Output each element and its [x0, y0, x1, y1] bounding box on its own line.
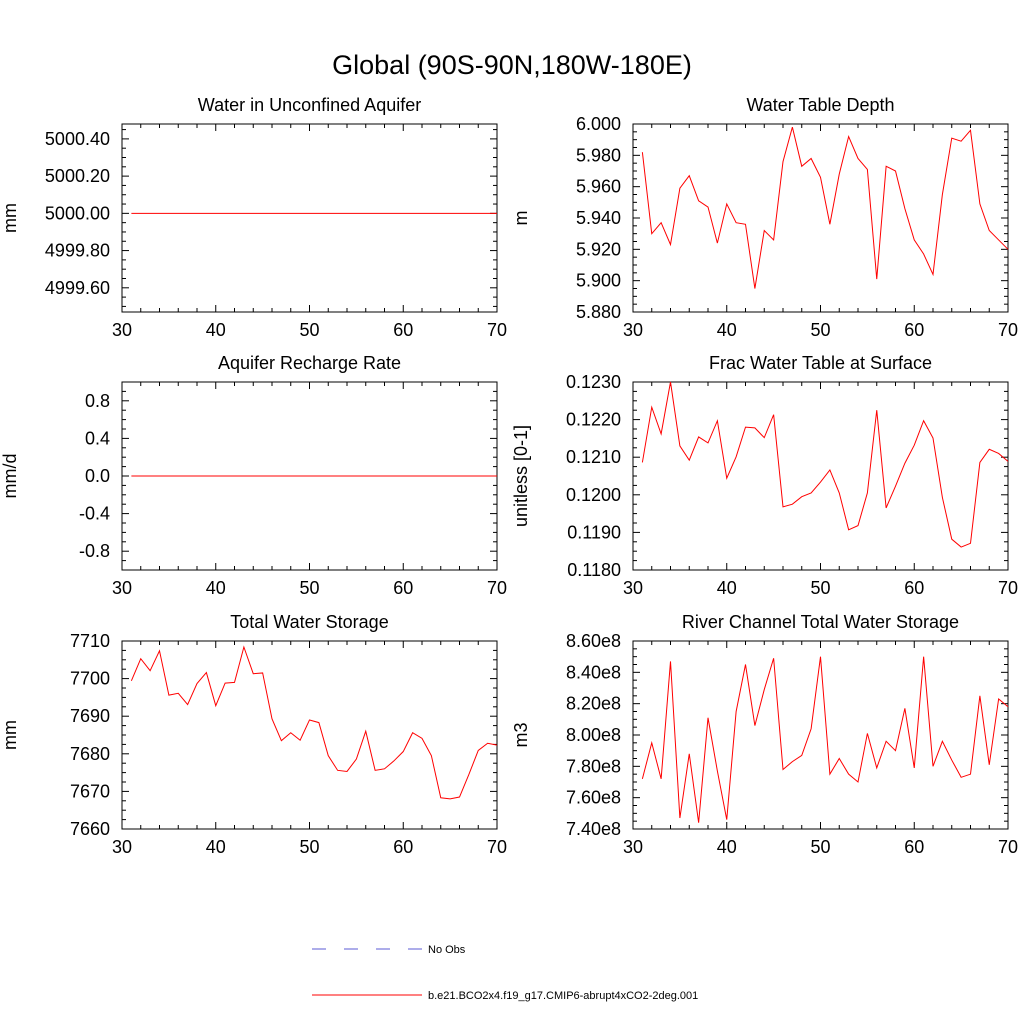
x-tick-label: 60 — [904, 578, 924, 598]
legend: No Obs b.e21.BCO2x4.f19_g17.CMIP6-abrupt… — [312, 944, 698, 1002]
y-tick-label: 5.960 — [576, 177, 621, 197]
x-tick-label: 60 — [393, 320, 413, 340]
plot-frame — [632, 640, 1009, 830]
panel-2: Water Table Depth m 30 40 50 60 70 5.880 5.900 5.… — [511, 95, 1018, 340]
x-tick-label: 50 — [299, 578, 319, 598]
x-tick-label: 40 — [717, 837, 737, 857]
x-tick-label: 60 — [393, 837, 413, 857]
panel-title: River Channel Total Water Storage — [682, 612, 959, 632]
y-axis-label: mm — [0, 203, 20, 233]
panel-title: Water Table Depth — [746, 95, 894, 115]
x-tick-label: 40 — [717, 320, 737, 340]
y-tick-label: 7690 — [70, 706, 110, 726]
y-tick-label: 5.940 — [576, 208, 621, 228]
x-tick-label: 30 — [112, 837, 132, 857]
x-tick-label: 60 — [393, 578, 413, 598]
panel-title: Aquifer Recharge Rate — [218, 353, 401, 373]
y-tick-label: 8.00e8 — [566, 725, 621, 745]
x-tick-label: 60 — [904, 837, 924, 857]
y-tick-label: 8.40e8 — [566, 662, 621, 682]
y-tick-label: 0.0 — [85, 466, 110, 486]
y-tick-label: 5000.40 — [45, 129, 110, 149]
y-tick-label: 0.1230 — [566, 372, 621, 392]
y-tick-label: 5.900 — [576, 271, 621, 291]
x-tick-label: 50 — [810, 578, 830, 598]
plot-frame — [121, 123, 498, 313]
y-tick-label: 0.1180 — [567, 560, 621, 580]
x-tick-label: 40 — [717, 578, 737, 598]
x-tick-label: 70 — [487, 320, 507, 340]
x-tick-label: 50 — [810, 320, 830, 340]
x-tick-label: 50 — [299, 320, 319, 340]
plot-frame — [632, 381, 1009, 571]
y-tick-label: 7680 — [70, 744, 110, 764]
y-tick-label: 7660 — [70, 819, 110, 839]
y-tick-label: 5.880 — [576, 302, 621, 322]
chart-panels: Water in Unconfined Aquifer mm 30 40 50 60 70 4… — [0, 95, 1018, 857]
series-line — [130, 645, 498, 800]
y-tick-label: 7.60e8 — [566, 788, 621, 808]
x-tick-label: 70 — [487, 578, 507, 598]
x-tick-label: 40 — [206, 578, 226, 598]
x-tick-label: 30 — [623, 320, 643, 340]
y-axis-label: m3 — [511, 722, 531, 747]
y-axis-label: mm — [0, 720, 20, 750]
x-tick-label: 70 — [998, 320, 1018, 340]
panel-6: River Channel Total Water Storage m3 30 40 5… — [511, 612, 1018, 857]
panel-5: Total Water Storage mm 30 40 50 60 70 7660 7670 7… — [0, 612, 507, 857]
legend-label-no-obs: No Obs — [428, 944, 466, 956]
y-tick-label: -0.4 — [79, 504, 110, 524]
plot-frame — [632, 123, 1009, 313]
series-line — [641, 656, 1009, 823]
panel-title: Frac Water Table at Surface — [709, 353, 932, 373]
panel-3: Aquifer Recharge Rate mm/d 30 40 50 60 70 -0.8 -… — [0, 353, 507, 598]
y-tick-label: 8.60e8 — [566, 631, 621, 651]
panel-title: Total Water Storage — [230, 612, 388, 632]
x-tick-label: 30 — [623, 837, 643, 857]
panel-4: Frac Water Table at Surface unitless [0-1… — [511, 353, 1018, 598]
y-tick-label: 0.1220 — [566, 410, 621, 430]
x-tick-label: 40 — [206, 320, 226, 340]
y-tick-label: 7.40e8 — [566, 819, 621, 839]
y-tick-label: 5.980 — [576, 145, 621, 165]
x-tick-label: 70 — [487, 837, 507, 857]
x-tick-label: 30 — [112, 320, 132, 340]
y-axis-label: unitless [0-1] — [511, 425, 531, 527]
figure-title: Global (90S-90N,180W-180E) — [332, 50, 692, 80]
y-tick-label: 8.20e8 — [566, 694, 621, 714]
y-tick-label: 4999.60 — [45, 278, 110, 298]
plot-frame — [121, 640, 498, 830]
y-tick-label: 0.8 — [85, 391, 110, 411]
y-tick-label: -0.8 — [79, 541, 110, 561]
y-tick-label: 5000.20 — [45, 166, 110, 186]
y-tick-label: 0.1200 — [566, 485, 621, 505]
x-tick-label: 50 — [810, 837, 830, 857]
y-axis-label: mm/d — [0, 454, 20, 499]
y-tick-label: 7670 — [70, 781, 110, 801]
x-tick-label: 70 — [998, 837, 1018, 857]
y-tick-label: 0.1210 — [566, 447, 621, 467]
y-tick-label: 7700 — [70, 669, 110, 689]
y-tick-label: 6.000 — [576, 114, 621, 134]
y-tick-label: 5000.00 — [45, 203, 110, 223]
x-tick-label: 70 — [998, 578, 1018, 598]
legend-label-model-run: b.e21.BCO2x4.f19_g17.CMIP6-abrupt4xCO2-2… — [428, 990, 698, 1002]
x-tick-label: 40 — [206, 837, 226, 857]
y-tick-label: 4999.80 — [45, 241, 110, 261]
y-axis-label: m — [511, 211, 531, 226]
y-tick-label: 5.920 — [576, 239, 621, 259]
y-tick-label: 7.80e8 — [566, 756, 621, 776]
series-line — [641, 126, 1009, 289]
panel-title: Water in Unconfined Aquifer — [198, 95, 421, 115]
y-tick-label: 0.4 — [85, 428, 110, 448]
x-tick-label: 30 — [623, 578, 643, 598]
panel-1: Water in Unconfined Aquifer mm 30 40 50 60 70 4… — [0, 95, 507, 340]
x-tick-label: 50 — [299, 837, 319, 857]
series-line — [641, 381, 1009, 548]
y-tick-label: 7710 — [70, 631, 110, 651]
x-tick-label: 60 — [904, 320, 924, 340]
x-tick-label: 30 — [112, 578, 132, 598]
y-tick-label: 0.1190 — [567, 522, 621, 542]
